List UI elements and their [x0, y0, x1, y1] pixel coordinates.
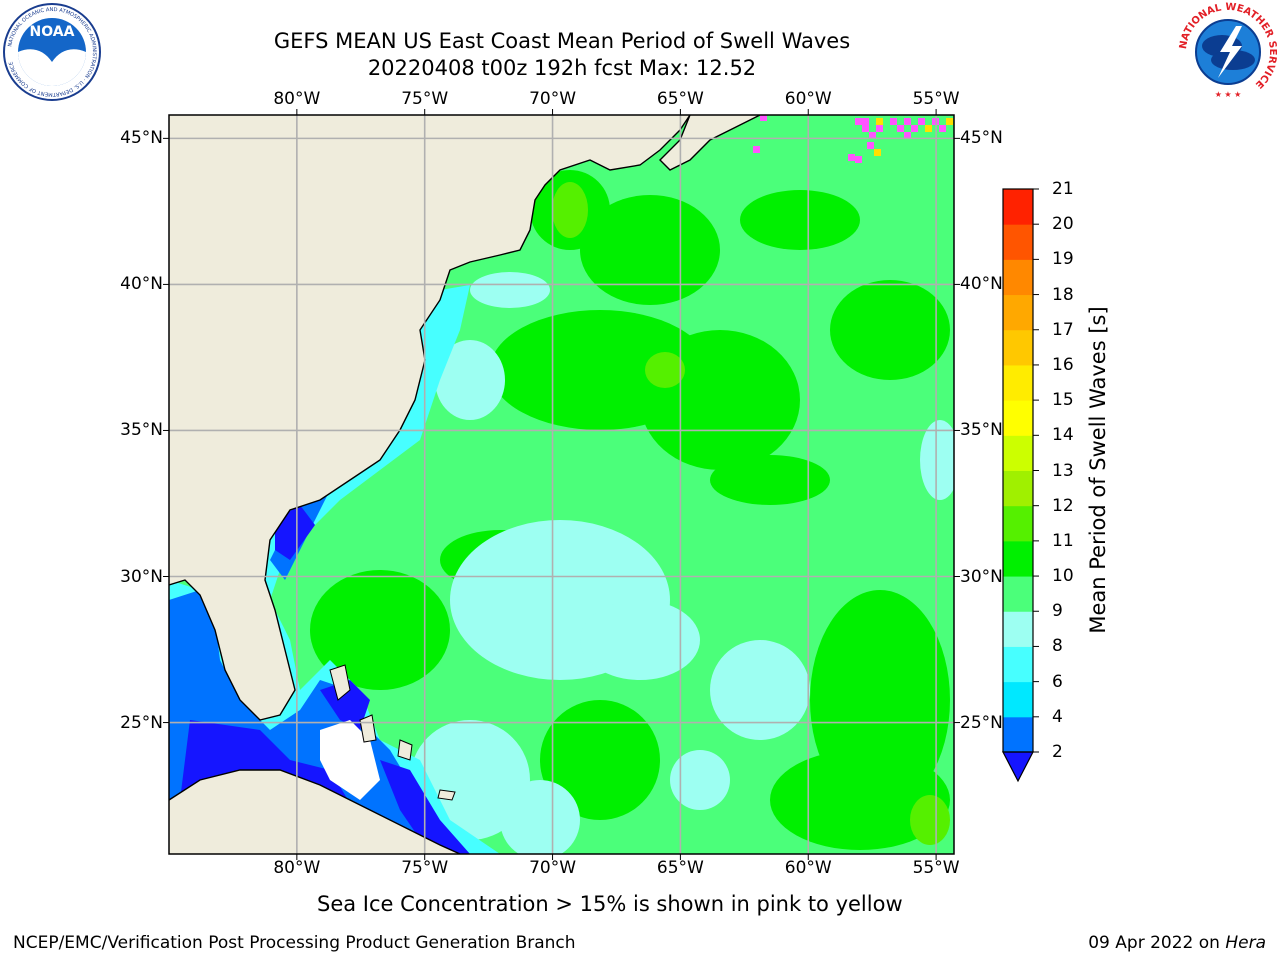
lat-lon-grid — [169, 115, 954, 854]
lon-tick-label-bottom: 80°W — [273, 858, 321, 878]
sea-ice-cell — [855, 156, 862, 163]
lat-tick-label-right: 45°N — [960, 128, 1003, 149]
lon-tick-label-top: 75°W — [401, 89, 449, 109]
map-subtitle: 20220408 t00z 192h fcst Max: 12.52 — [367, 56, 757, 80]
colorbar-under-arrow — [1002, 751, 1034, 783]
lon-tick-label-top: 80°W — [273, 89, 321, 109]
colorbar-band — [1003, 646, 1033, 683]
svg-text:★ ★ ★: ★ ★ ★ — [1215, 90, 1242, 99]
colorbar-tick-label: 19 — [1052, 249, 1074, 270]
colorbar-tick-label: 11 — [1052, 530, 1074, 551]
sea-ice-cell — [904, 132, 911, 139]
swell-11-12s-region — [552, 182, 950, 845]
sea-ice-cell — [939, 125, 946, 132]
lon-tick-label-bottom: 55°W — [912, 858, 960, 878]
sea-ice-cell — [890, 118, 897, 125]
colorbar-band — [1003, 435, 1033, 471]
lat-tick-label-right: 40°N — [960, 274, 1003, 295]
sea-ice-cell — [897, 125, 904, 132]
sea-ice-cell — [918, 118, 925, 125]
swell-8-9s-region — [410, 272, 954, 854]
lat-tick-label-right: 30°N — [960, 566, 1003, 587]
lon-tick-label-top: 60°W — [784, 89, 832, 109]
sea-ice-note: Sea Ice Concentration > 15% is shown in … — [317, 892, 903, 916]
sea-ice-cell — [760, 115, 767, 121]
sea-ice-cell — [753, 146, 760, 153]
lon-tick-label-bottom: 65°W — [656, 858, 704, 878]
colorbar-tick-label: 17 — [1052, 319, 1074, 340]
sea-ice-cell — [862, 125, 869, 132]
lat-tick-label-right: 35°N — [960, 420, 1003, 441]
colorbar-tick-label: 10 — [1052, 566, 1074, 587]
colorbar-band — [1003, 329, 1033, 366]
lon-tick-label-bottom: 75°W — [401, 858, 449, 878]
lon-tick-label-top: 70°W — [529, 89, 577, 109]
land-area — [169, 115, 690, 720]
lat-tick-label-left: 45°N — [120, 128, 163, 149]
footer-credit: NCEP/EMC/Verification Post Processing Pr… — [13, 933, 576, 953]
lat-tick-label-left: 25°N — [120, 712, 163, 733]
colorbar-tick-label: 12 — [1052, 495, 1074, 516]
lon-tick-label-bottom: 60°W — [784, 858, 832, 878]
noaa-logo: NATIONAL OCEANIC AND ATMOSPHERIC ADMINIS… — [3, 3, 101, 101]
noaa-logo-text: NOAA — [30, 24, 75, 40]
colorbar-band — [1003, 611, 1033, 647]
colorbar-band — [1003, 189, 1033, 225]
sea-ice-cell — [869, 132, 876, 139]
colorbar-tick-label: 8 — [1052, 636, 1063, 657]
sea-ice-cell — [848, 154, 855, 161]
sea-ice-cell — [925, 125, 932, 132]
sea-ice-cell — [862, 118, 869, 125]
nws-logo: NATIONAL WEATHER SERVICE ★ ★ ★ — [1178, 2, 1278, 100]
colorbar-band — [1003, 681, 1033, 718]
lon-tick-label-top: 55°W — [912, 89, 960, 109]
colorbar-tick-label: 20 — [1052, 214, 1074, 235]
colorbar-band — [1003, 716, 1033, 753]
colorbar-tick-label: 9 — [1052, 601, 1063, 622]
sea-ice-cell — [904, 118, 911, 125]
lat-tick-label-left: 30°N — [120, 566, 163, 587]
colorbar-tick-label: 2 — [1052, 742, 1063, 762]
lon-tick-label-bottom: 70°W — [529, 858, 577, 878]
colorbar-band — [1003, 364, 1033, 401]
colorbar-tick-label: 4 — [1052, 706, 1063, 727]
colorbar-tick-label: 6 — [1052, 671, 1063, 692]
lat-tick-label-left: 35°N — [120, 420, 163, 441]
footer-date: 09 Apr 2022 on Hera — [1088, 933, 1266, 953]
colorbar-tick-label: 21 — [1052, 179, 1074, 199]
colorbar-band — [1003, 294, 1033, 331]
map-title: GEFS MEAN US East Coast Mean Period of S… — [273, 29, 851, 53]
colorbar-band — [1003, 259, 1033, 296]
colorbar-tick-label: 16 — [1052, 354, 1074, 375]
colorbar-band — [1003, 505, 1033, 542]
lat-tick-label-left: 40°N — [120, 274, 163, 295]
sea-ice-cell — [876, 125, 883, 132]
colorbar-tick-label: 15 — [1052, 390, 1074, 411]
sea-ice-cell — [876, 118, 883, 125]
lat-tick-label-right: 25°N — [960, 712, 1003, 733]
axis-tick-marks — [163, 109, 960, 860]
colorbar-tick-label: 18 — [1052, 284, 1074, 305]
sea-ice-cell — [911, 125, 918, 132]
sea-ice-cell — [867, 142, 874, 149]
colorbar-title: Mean Period of Swell Waves [s] — [1086, 306, 1110, 634]
colorbar-band — [1003, 224, 1033, 260]
map-frame — [168, 114, 955, 855]
lon-tick-label-top: 65°W — [656, 89, 704, 109]
land-area-cuba — [169, 770, 460, 854]
colorbar-band — [1003, 540, 1033, 577]
colorbar-band — [1003, 470, 1033, 507]
sea-ice-cell — [855, 118, 862, 125]
footer-machine: Hera — [1225, 933, 1266, 953]
colorbar-band — [1003, 576, 1033, 612]
colorbar-tick-label: 14 — [1052, 425, 1074, 446]
sea-ice-cell — [946, 118, 953, 125]
sea-ice-cell — [874, 149, 881, 156]
colorbar-band — [1003, 400, 1033, 436]
bahamas-islands — [329, 664, 456, 801]
colorbar-tick-label: 13 — [1052, 460, 1074, 481]
